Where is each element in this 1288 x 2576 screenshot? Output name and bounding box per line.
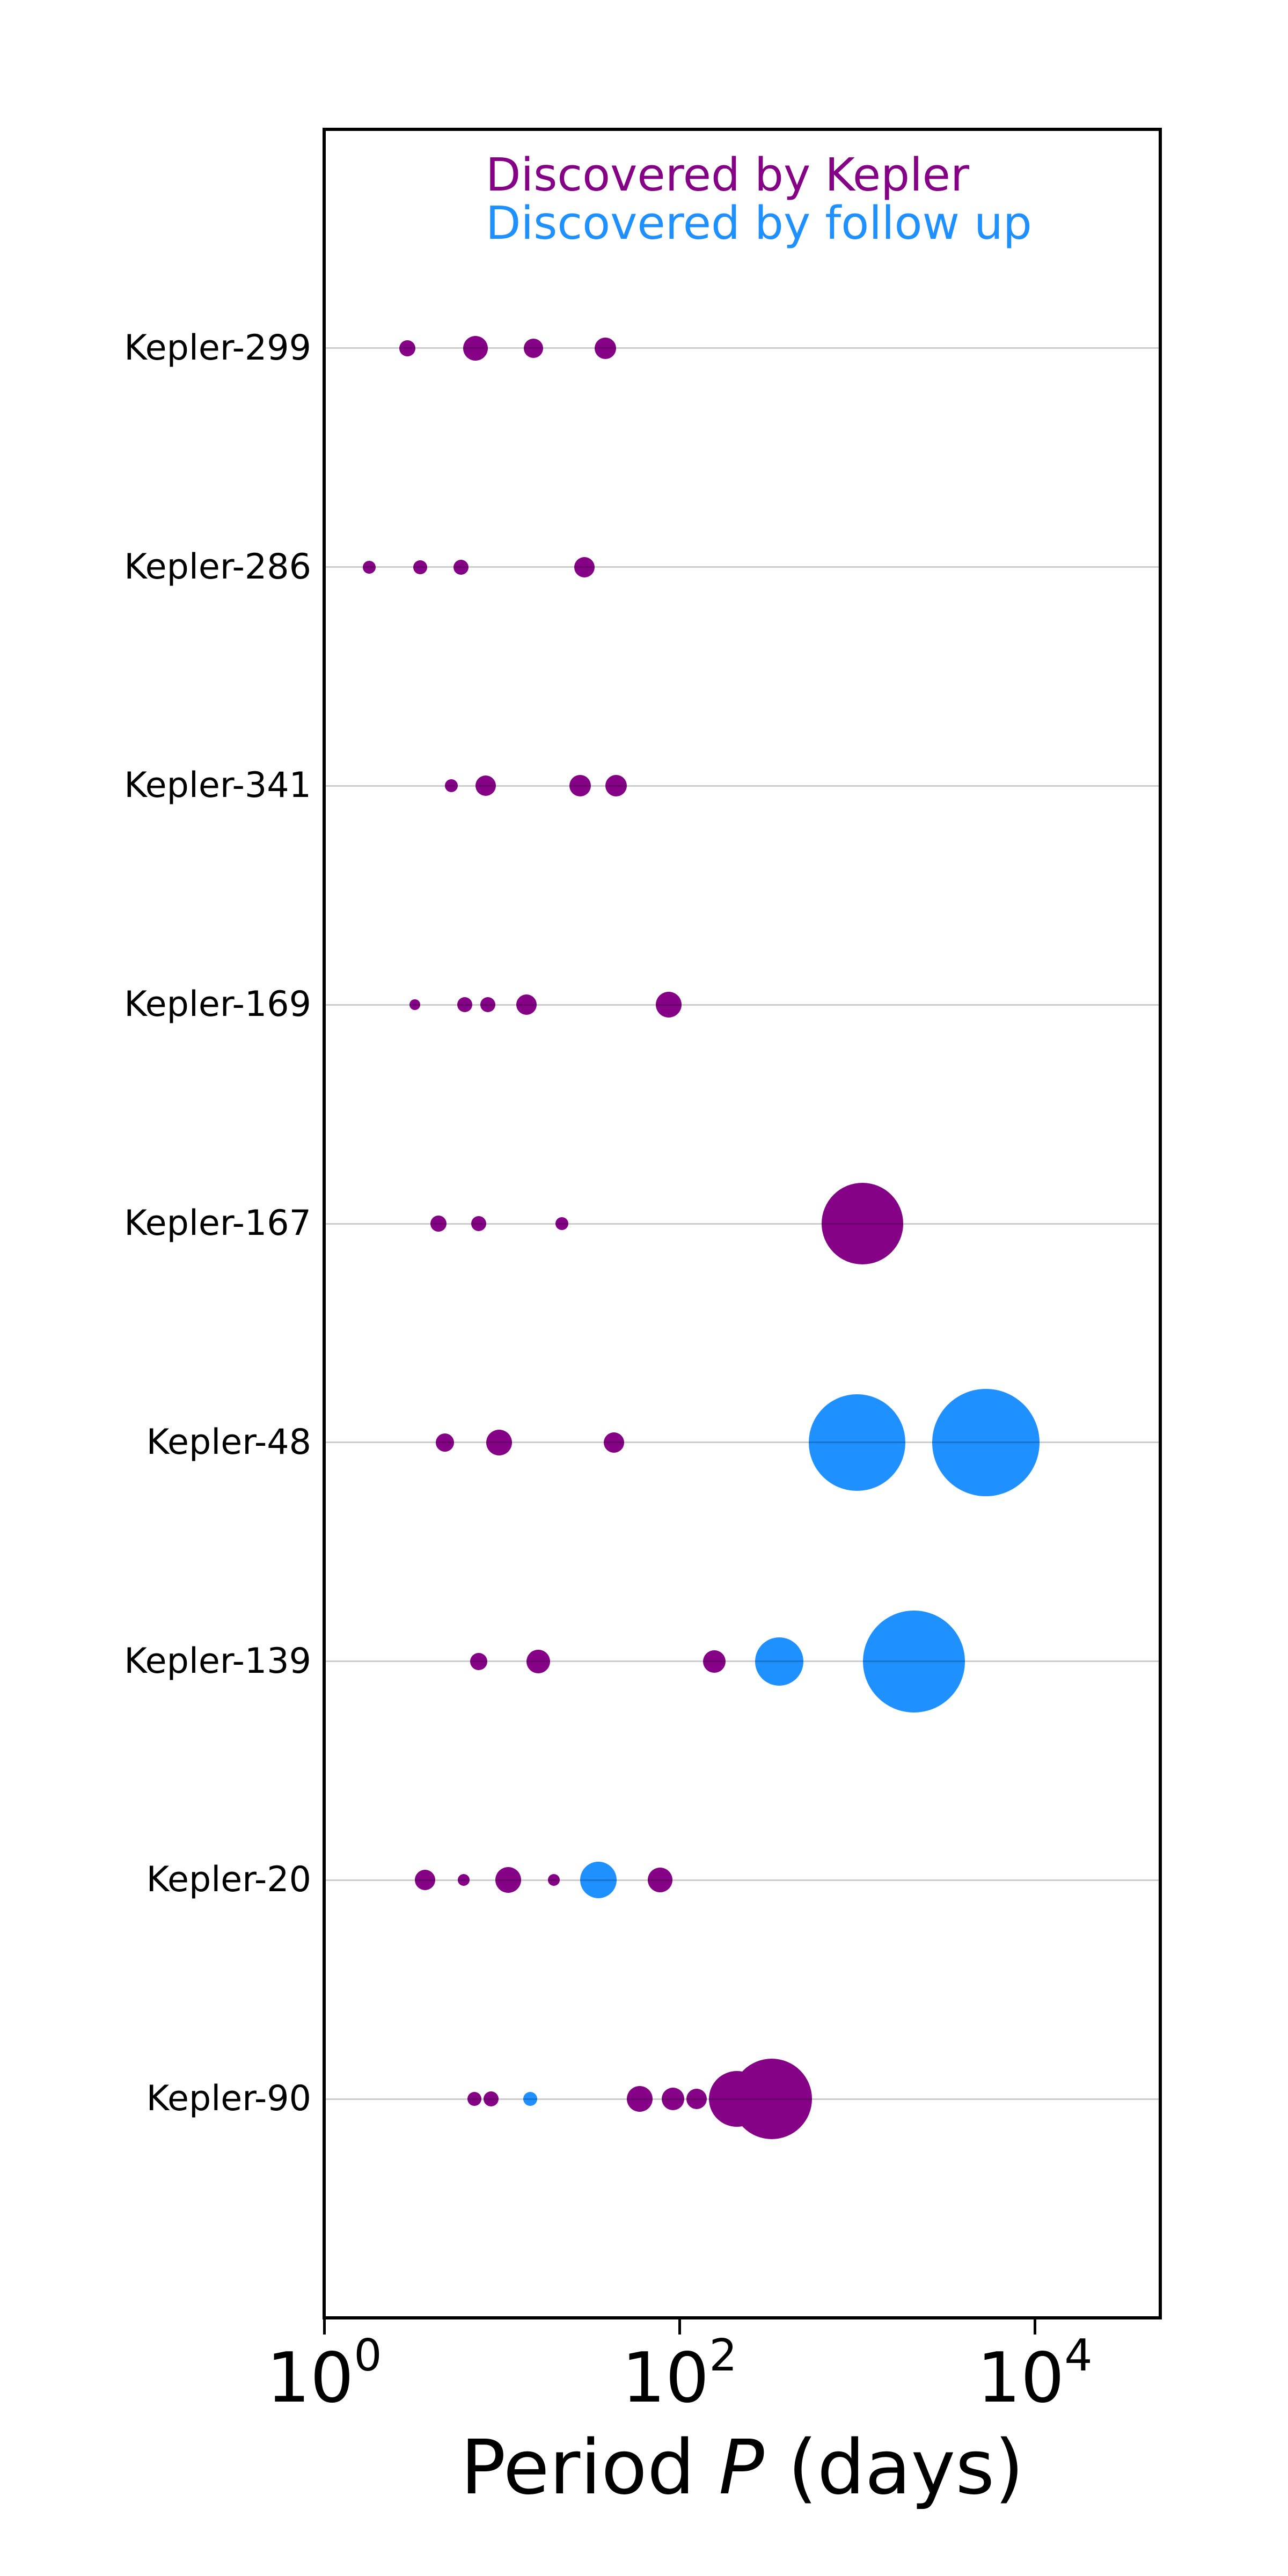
planet-dot	[495, 1867, 521, 1893]
planet-dot	[413, 560, 427, 574]
planet-dot	[475, 775, 496, 796]
y-axis-label-kepler-169: Kepler-169	[124, 984, 311, 1025]
planet-dot	[409, 999, 421, 1011]
y-axis-label-kepler-167: Kepler-167	[124, 1203, 311, 1243]
x-tick-mark	[678, 2319, 681, 2334]
planet-dot	[569, 775, 591, 797]
planet-dot	[755, 1637, 804, 1686]
planet-dot	[453, 559, 469, 575]
planet-dot	[647, 1868, 672, 1893]
planet-dot	[580, 1862, 617, 1899]
row-gridline	[324, 1004, 1160, 1006]
planet-dot	[862, 1610, 965, 1713]
y-axis-label-kepler-286: Kepler-286	[124, 546, 311, 587]
planet-dot	[605, 775, 627, 797]
planet-dot	[471, 1216, 486, 1231]
x-tick-exponent: 2	[709, 2330, 737, 2381]
row-gridline	[324, 347, 1160, 349]
planet-dot	[523, 2092, 537, 2106]
x-tick-label: 102	[621, 2334, 737, 2413]
x-tick-mark	[1033, 2319, 1036, 2334]
x-tick-label: 104	[977, 2334, 1092, 2413]
y-axis-label-kepler-139: Kepler-139	[124, 1641, 311, 1681]
legend-entry-kepler: Discovered by Kepler	[486, 149, 969, 202]
planet-dot	[574, 557, 595, 577]
planet-dot	[399, 340, 415, 356]
planet-dot	[430, 1216, 447, 1232]
y-axis-label-kepler-341: Kepler-341	[124, 765, 311, 806]
planet-dot	[661, 2088, 684, 2111]
planet-dot	[415, 1870, 436, 1891]
planet-dot	[457, 997, 473, 1013]
x-tick-exponent: 4	[1064, 2330, 1093, 2381]
planet-dot	[702, 1650, 726, 1673]
x-tick-base: 10	[266, 2338, 354, 2418]
legend: Discovered by Kepler Discovered by follo…	[486, 151, 1032, 248]
planet-dot	[656, 992, 682, 1018]
y-axis-label-kepler-299: Kepler-299	[124, 327, 311, 368]
row-gridline	[324, 1441, 1160, 1444]
y-axis-label-kepler-90: Kepler-90	[146, 2079, 311, 2119]
row-gridline	[324, 1660, 1160, 1663]
planet-dot	[467, 2092, 481, 2106]
planet-dot	[516, 994, 537, 1015]
x-axis-label-suffix: (days)	[764, 2424, 1024, 2512]
x-tick-mark	[323, 2319, 326, 2334]
x-axis-label-prefix: Period	[460, 2424, 719, 2512]
planet-dot	[809, 1394, 906, 1491]
x-axis-label: Period P (days)	[324, 2427, 1160, 2509]
plot-border	[323, 128, 1162, 2319]
planet-dot	[594, 337, 616, 359]
planet-dot	[480, 997, 496, 1013]
planet-dot	[932, 1388, 1040, 1496]
planet-dot	[604, 1432, 625, 1453]
planet-dot	[547, 1874, 560, 1886]
x-tick-base: 10	[621, 2338, 709, 2418]
y-axis-label-kepler-48: Kepler-48	[146, 1422, 311, 1462]
row-gridline	[324, 1223, 1160, 1225]
planet-dot	[626, 2086, 653, 2112]
y-axis-label-kepler-20: Kepler-20	[146, 1860, 311, 1900]
planet-dot	[486, 1429, 513, 1455]
row-gridline	[324, 566, 1160, 568]
planet-dot	[484, 2091, 499, 2107]
row-gridline	[324, 2098, 1160, 2100]
x-tick-exponent: 0	[354, 2330, 382, 2381]
planet-dot	[444, 779, 458, 793]
planet-dot	[435, 1433, 454, 1452]
planet-dot	[470, 1652, 487, 1670]
planet-dot	[363, 560, 376, 574]
legend-entry-followup: Discovered by follow up	[486, 197, 1032, 251]
row-gridline	[324, 1879, 1160, 1881]
row-gridline	[324, 785, 1160, 787]
planet-dot	[463, 335, 488, 361]
x-tick-label: 100	[266, 2334, 382, 2413]
planet-dot	[457, 1874, 470, 1886]
planet-dot	[523, 338, 543, 358]
planet-dot	[526, 1649, 551, 1673]
x-axis-label-variable: P	[719, 2424, 764, 2512]
planet-dot	[555, 1217, 569, 1230]
x-tick-base: 10	[977, 2338, 1065, 2418]
planet-dot	[821, 1183, 903, 1264]
planet-dot	[686, 2089, 707, 2110]
planet-dot	[709, 2071, 765, 2127]
